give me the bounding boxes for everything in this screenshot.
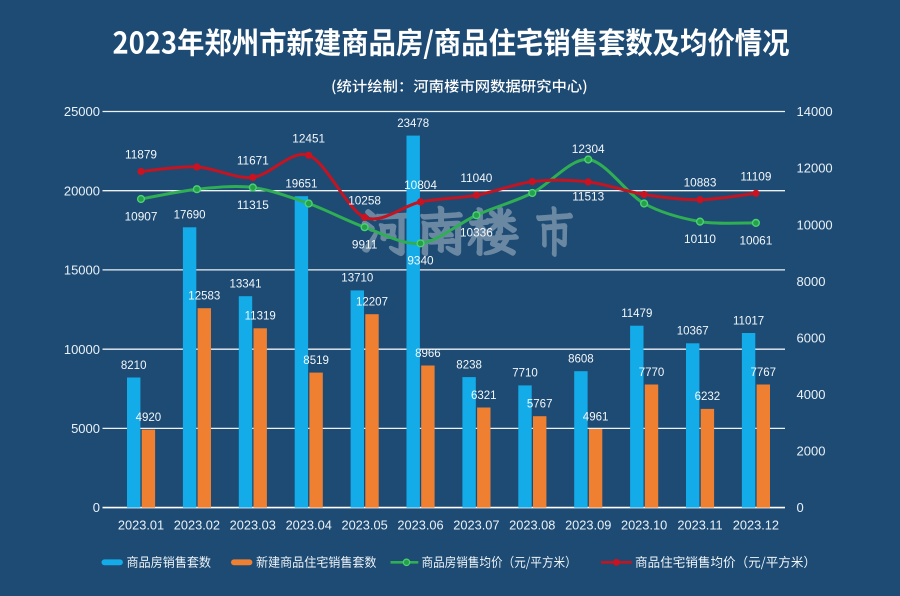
- svg-text:8000: 8000: [797, 274, 826, 289]
- svg-text:10883: 10883: [684, 176, 717, 190]
- svg-text:2023.06: 2023.06: [397, 517, 443, 532]
- svg-text:11479: 11479: [621, 308, 652, 320]
- svg-text:17690: 17690: [174, 210, 206, 222]
- svg-text:15000: 15000: [64, 263, 100, 278]
- svg-text:2023.10: 2023.10: [621, 517, 667, 532]
- svg-text:11109: 11109: [740, 169, 771, 183]
- svg-text:12000: 12000: [797, 161, 833, 176]
- svg-text:11040: 11040: [460, 171, 492, 185]
- svg-text:11879: 11879: [125, 148, 157, 162]
- svg-text:10336: 10336: [460, 226, 493, 240]
- svg-text:7767: 7767: [751, 367, 777, 379]
- svg-text:25000: 25000: [64, 104, 100, 119]
- svg-text:2023.11: 2023.11: [677, 517, 722, 532]
- svg-text:10000: 10000: [797, 217, 833, 232]
- svg-text:2023.08: 2023.08: [509, 517, 555, 532]
- svg-text:2023.12: 2023.12: [733, 517, 779, 532]
- svg-text:2023.09: 2023.09: [565, 517, 611, 532]
- svg-text:7710: 7710: [512, 368, 538, 380]
- svg-text:0: 0: [93, 500, 100, 515]
- svg-text:9911: 9911: [352, 238, 377, 252]
- svg-text:0: 0: [797, 500, 804, 515]
- svg-text:20000: 20000: [64, 183, 100, 198]
- svg-text:6232: 6232: [695, 391, 721, 403]
- svg-text:12451: 12451: [292, 131, 325, 145]
- svg-text:13341: 13341: [230, 279, 262, 291]
- svg-text:12304: 12304: [572, 142, 605, 156]
- svg-text:2023.02: 2023.02: [174, 517, 220, 532]
- svg-text:10804: 10804: [404, 178, 437, 192]
- svg-text:23478: 23478: [397, 118, 429, 130]
- svg-text:12207: 12207: [356, 297, 388, 309]
- svg-text:2023.04: 2023.04: [286, 517, 332, 532]
- svg-text:2000: 2000: [797, 444, 826, 459]
- svg-text:4920: 4920: [136, 412, 162, 424]
- svg-text:8238: 8238: [456, 359, 482, 371]
- svg-text:6321: 6321: [471, 390, 497, 402]
- svg-text:10258: 10258: [348, 193, 381, 207]
- svg-text:11319: 11319: [245, 311, 276, 323]
- svg-text:2023.01: 2023.01: [118, 517, 164, 532]
- svg-text:4000: 4000: [797, 387, 826, 402]
- svg-text:6000: 6000: [797, 330, 826, 345]
- svg-text:10367: 10367: [677, 326, 709, 338]
- svg-text:2023.05: 2023.05: [341, 517, 387, 532]
- svg-text:13710: 13710: [341, 273, 373, 285]
- svg-text:8608: 8608: [568, 354, 594, 366]
- svg-text:14000: 14000: [797, 104, 833, 119]
- svg-text:5767: 5767: [527, 399, 553, 411]
- svg-text:10061: 10061: [739, 233, 772, 247]
- svg-text:10110: 10110: [684, 232, 716, 246]
- svg-text:9340: 9340: [407, 254, 434, 268]
- svg-text:2023.03: 2023.03: [230, 517, 276, 532]
- svg-text:5000: 5000: [71, 421, 100, 436]
- svg-text:11513: 11513: [572, 189, 604, 203]
- svg-text:8210: 8210: [121, 360, 147, 372]
- svg-text:10000: 10000: [64, 342, 100, 357]
- svg-text:2023.07: 2023.07: [453, 517, 499, 532]
- svg-text:7770: 7770: [639, 367, 665, 379]
- svg-text:11315: 11315: [237, 198, 269, 212]
- svg-text:19651: 19651: [285, 179, 317, 191]
- svg-text:8519: 8519: [303, 355, 329, 367]
- svg-text:11017: 11017: [733, 315, 764, 327]
- svg-text:10907: 10907: [125, 209, 158, 223]
- svg-text:8966: 8966: [415, 348, 441, 360]
- svg-text:12583: 12583: [188, 291, 220, 303]
- svg-text:4961: 4961: [583, 411, 609, 423]
- svg-text:11671: 11671: [237, 153, 269, 167]
